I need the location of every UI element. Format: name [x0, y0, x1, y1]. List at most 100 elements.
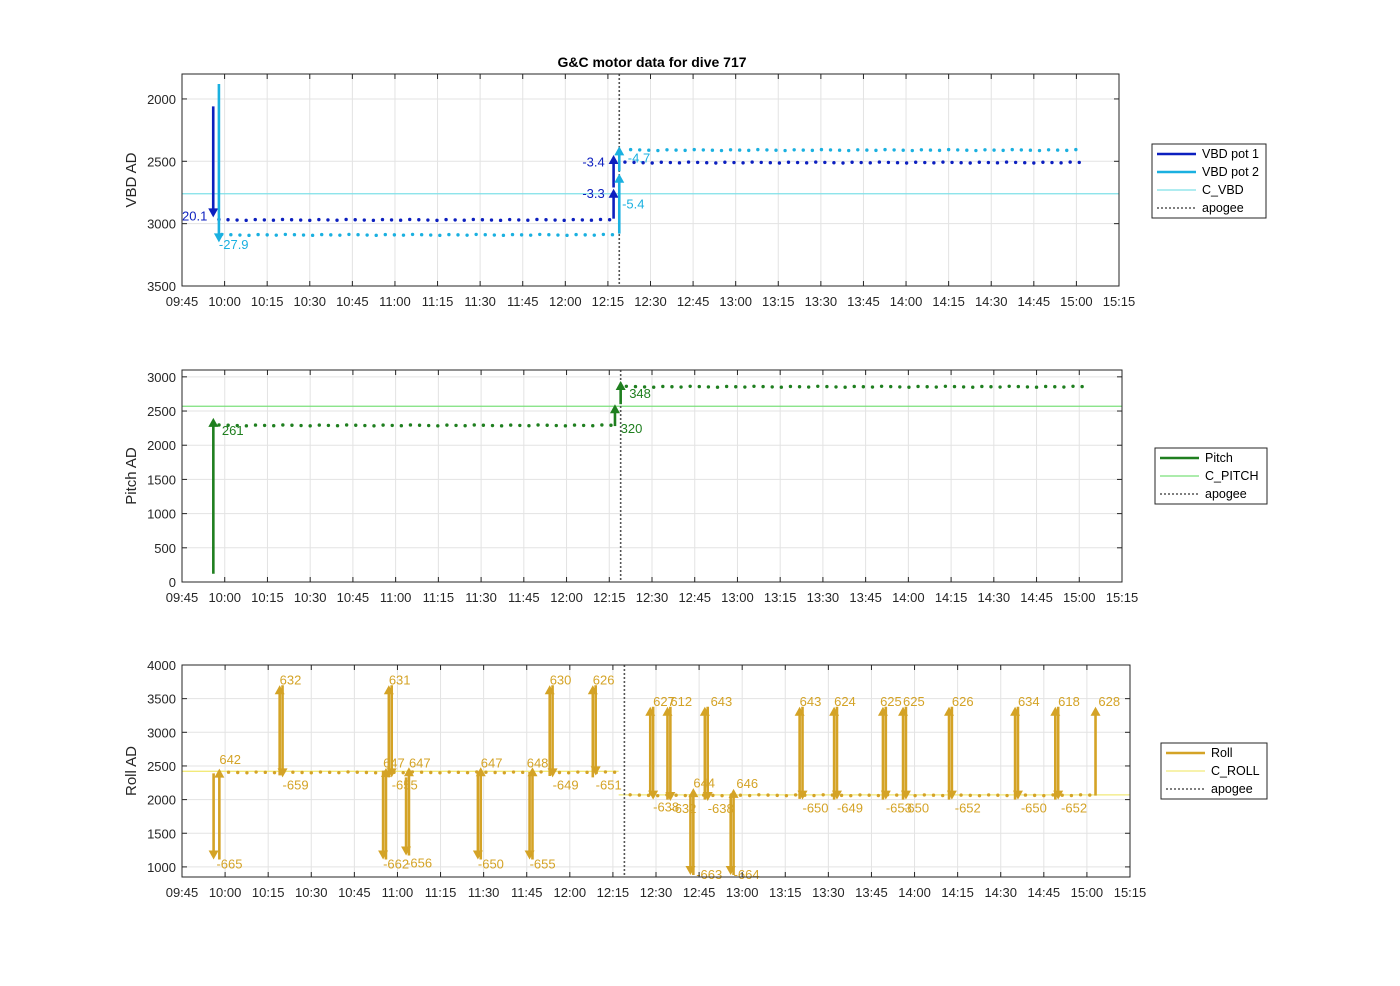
vbd-data-point: [865, 148, 869, 152]
pitch-data-point: [253, 423, 258, 427]
pitch-data-point: [344, 423, 349, 427]
vbd-data-point: [674, 148, 678, 152]
vbd-xtick-label: 09:45: [166, 294, 199, 309]
vbd-arrow-head: [208, 208, 219, 218]
vbd-data-point: [1059, 161, 1063, 165]
pitch-data-point: [806, 385, 811, 389]
roll-move-label: 631: [389, 673, 411, 688]
roll-data-point: [922, 793, 927, 797]
roll-data-point: [493, 770, 497, 775]
vbd-data-point: [756, 147, 760, 152]
vbd-data-point: [892, 148, 896, 152]
vbd-data-point: [628, 147, 633, 152]
roll-move-label: -638: [653, 800, 679, 815]
roll-data-point: [1051, 793, 1055, 797]
pitch-data-point: [816, 384, 820, 389]
vbd-data-point: [937, 148, 942, 153]
roll-move-label: -638: [708, 801, 734, 816]
pitch-data-point: [1080, 384, 1084, 389]
pitch-data-point: [715, 385, 720, 389]
vbd-data-point: [256, 232, 260, 237]
vbd-data-point: [253, 217, 257, 222]
pitch-data-point: [426, 423, 431, 428]
pitch-xtick-label: 09:45: [166, 590, 199, 605]
pitch-data-point: [734, 385, 738, 389]
roll-xtick-label: 09:45: [166, 885, 199, 900]
roll-data-point: [940, 793, 945, 798]
vbd-data-point: [565, 233, 569, 238]
vbd-data-point: [946, 147, 951, 152]
pitch-data-point: [1016, 384, 1021, 389]
roll-move-label: -662: [383, 856, 409, 871]
roll-data-point: [309, 771, 313, 775]
pitch-data-point: [363, 423, 367, 428]
roll-ytick-label: 2500: [147, 759, 176, 774]
vbd-data-point: [1032, 161, 1036, 165]
vbd-data-point: [1046, 148, 1051, 152]
vbd-data-point: [928, 148, 933, 152]
roll-move-label: 648: [527, 755, 549, 770]
vbd-data-point: [801, 148, 805, 152]
vbd-move-label: -5.4: [622, 197, 644, 212]
roll-data-point: [327, 770, 332, 775]
roll-data-point: [429, 770, 433, 775]
pitch-xtick-label: 15:15: [1106, 590, 1139, 605]
vbd-data-point: [571, 217, 575, 222]
roll-data-point: [757, 793, 761, 797]
vbd-ytick-label: 2000: [147, 92, 176, 107]
vbd-legend-label: C_VBD: [1202, 183, 1244, 197]
pitch-data-point: [244, 424, 249, 428]
vbd-data-point: [338, 233, 342, 237]
vbd-data-point: [235, 218, 239, 222]
vbd-data-point: [810, 148, 815, 153]
vbd-data-point: [841, 161, 845, 165]
vbd-data-point: [719, 148, 724, 153]
roll-data-point: [738, 793, 743, 797]
pitch-ytick-label: 2000: [147, 438, 176, 453]
pitch-data-point: [724, 384, 729, 389]
roll-data-point: [291, 770, 295, 774]
vbd-ylabel: VBD AD: [123, 152, 140, 207]
pitch-xtick-label: 12:15: [593, 590, 626, 605]
pitch-data-point: [499, 424, 504, 428]
vbd-data-point: [1004, 160, 1009, 164]
pitch-data-point: [907, 385, 911, 389]
vbd-xtick-label: 10:45: [336, 294, 369, 309]
pitch-data-point: [661, 384, 665, 389]
roll-data-point: [775, 793, 779, 798]
vbd-data-point: [874, 148, 878, 153]
vbd-data-point: [1023, 160, 1027, 165]
vbd-data-point: [510, 232, 515, 237]
roll-data-point: [373, 771, 378, 775]
pitch-data-point: [481, 423, 486, 427]
vbd-data-point: [456, 233, 460, 237]
roll-legend-label: C_ROLL: [1211, 764, 1260, 778]
vbd-data-point: [956, 148, 960, 152]
vbd-data-point: [362, 218, 366, 222]
vbd-data-point: [317, 217, 321, 222]
pitch-xtick-label: 12:45: [678, 590, 711, 605]
roll-xtick-label: 12:45: [683, 885, 716, 900]
pitch-xtick-label: 15:00: [1063, 590, 1096, 605]
vbd-legend-label: VBD pot 1: [1202, 147, 1259, 161]
roll-xtick-label: 14:45: [1028, 885, 1061, 900]
vbd-data-point: [983, 148, 987, 152]
vbd-data-point: [923, 160, 927, 165]
roll-data-point: [337, 770, 341, 775]
vbd-data-point: [528, 233, 533, 237]
pitch-data-point: [518, 423, 522, 428]
roll-arrow-head: [728, 788, 739, 798]
vbd-data-point: [992, 148, 996, 152]
pitch-data-point: [536, 423, 540, 427]
vbd-series-1: [623, 160, 1081, 165]
vbd-data-point: [846, 148, 851, 153]
vbd-data-point: [274, 233, 278, 237]
vbd-data-point: [507, 217, 512, 222]
vbd-arrow-head: [608, 188, 619, 198]
vbd-move-label: -3.3: [582, 186, 604, 201]
vbd-arrow-head: [608, 155, 619, 165]
roll-arrow-head: [797, 790, 808, 800]
pitch-data-point: [825, 384, 829, 389]
pitch-data-point: [527, 423, 531, 428]
